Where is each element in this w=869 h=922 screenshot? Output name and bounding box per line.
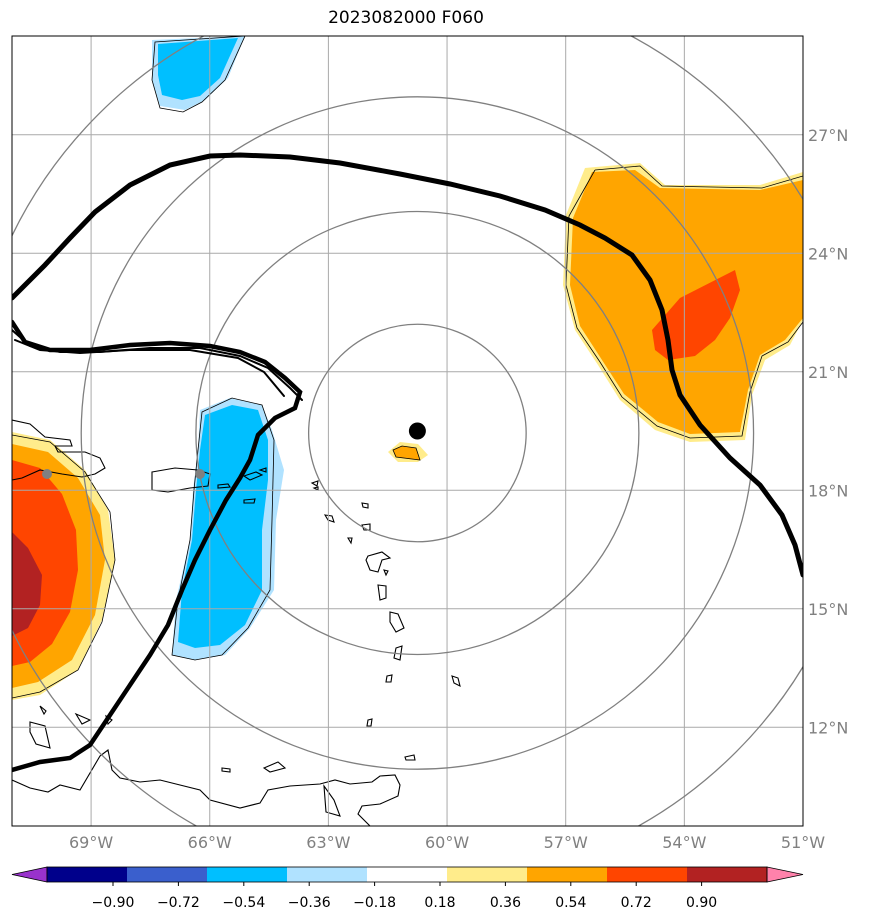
colorbar-segment: [127, 867, 208, 882]
colorbar-labels: −0.90 −0.72 −0.54 −0.36 −0.18 0.18 0.36 0.54 0.7…: [92, 895, 718, 911]
gridlines: [12, 36, 803, 826]
longitude-labels: 69°W 66°W 63°W 60°W 57°W 54°W 51°W: [69, 833, 825, 852]
contour-west-loop: [12, 319, 303, 773]
colorbar-segment: [287, 867, 368, 882]
south-america-coast: [12, 749, 401, 826]
map-frame: [11, 35, 804, 827]
lon-tick-label: 60°W: [425, 833, 469, 852]
colorbar-tick-label: 0.72: [621, 895, 652, 911]
range-ring-0: [307, 323, 527, 543]
colorbar-tick-label: −0.72: [157, 895, 200, 911]
colorbar-outline: [46, 866, 768, 883]
colorbar-tick-label: 0.54: [555, 895, 586, 911]
coastlines: [12, 419, 461, 826]
colorbar-tick-label: 0.18: [424, 895, 455, 911]
colorbar-segment: [367, 867, 448, 882]
colorbar-tick-label: 0.90: [686, 895, 717, 911]
station-marker-puerto-rico: [195, 469, 205, 479]
plot-title: 2023082000 F060: [328, 8, 484, 28]
colorbar-segment: [207, 867, 288, 882]
latitude-labels: 12°N 15°N 18°N 21°N 24°N 27°N: [808, 126, 848, 738]
range-rings: [12, 36, 803, 826]
lat-tick-label: 21°N: [808, 363, 848, 382]
range-ring-1: [195, 210, 640, 656]
colorbar-segment: [527, 867, 608, 882]
lat-tick-label: 18°N: [808, 481, 848, 500]
lat-tick-label: 15°N: [808, 600, 848, 619]
lat-tick-label: 12°N: [808, 718, 848, 737]
colorbar-tick-label: −0.36: [288, 895, 331, 911]
colorbar-extend-low: [11, 866, 48, 883]
colorbar-tick-label: −0.90: [92, 895, 135, 911]
contours: [12, 152, 803, 773]
contour-north-arc: [12, 152, 803, 578]
lon-tick-label: 51°W: [781, 833, 825, 852]
range-ring-2: [80, 96, 755, 770]
colorbar: [11, 866, 804, 886]
colorbar-tick-label: −0.18: [353, 895, 396, 911]
colorbar-tick-label: −0.54: [222, 895, 265, 911]
lat-tick-label: 27°N: [808, 126, 848, 145]
colorbar-segment: [47, 867, 128, 882]
colorbar-extend-high: [766, 866, 804, 883]
station-marker-hispaniola: [42, 469, 52, 479]
storm-center-marker: [408, 422, 426, 440]
lon-tick-label: 69°W: [69, 833, 113, 852]
lon-tick-label: 54°W: [662, 833, 706, 852]
lat-tick-label: 24°N: [808, 244, 848, 263]
colorbar-segment: [447, 867, 528, 882]
lon-tick-label: 63°W: [306, 833, 350, 852]
lon-tick-label: 57°W: [544, 833, 588, 852]
colorbar-segment: [607, 867, 688, 882]
colorbar-segment: [687, 867, 768, 882]
lon-tick-label: 66°W: [188, 833, 232, 852]
colorbar-tick-label: 0.36: [490, 895, 521, 911]
